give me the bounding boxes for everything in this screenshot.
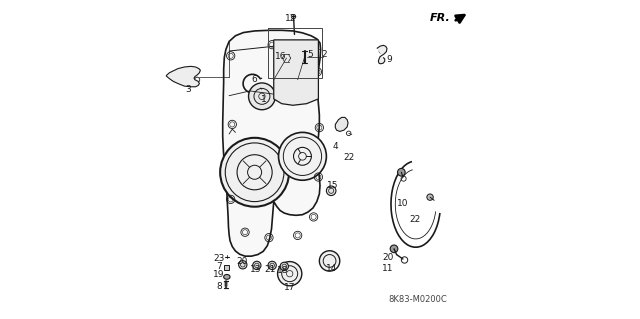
Text: 18: 18	[276, 266, 288, 275]
Text: 6: 6	[251, 75, 257, 84]
Text: 1: 1	[261, 95, 267, 104]
Circle shape	[268, 261, 276, 270]
Circle shape	[253, 261, 261, 270]
Text: 19: 19	[213, 271, 225, 279]
Text: 22: 22	[344, 153, 355, 162]
Text: FR.: FR.	[429, 12, 450, 23]
Circle shape	[390, 245, 398, 253]
Text: 3: 3	[186, 85, 191, 94]
Text: 12: 12	[285, 14, 296, 23]
Text: 20: 20	[382, 253, 394, 262]
Text: 11: 11	[382, 264, 394, 273]
Circle shape	[278, 132, 326, 180]
Polygon shape	[274, 40, 319, 105]
Polygon shape	[166, 66, 200, 87]
Text: 17: 17	[284, 283, 296, 292]
Polygon shape	[223, 30, 321, 256]
Text: 20: 20	[236, 257, 248, 266]
Circle shape	[300, 57, 314, 71]
Text: 15: 15	[327, 181, 339, 189]
Text: 21: 21	[264, 265, 276, 274]
Text: 13: 13	[250, 265, 261, 274]
Text: 10: 10	[397, 199, 408, 208]
Text: 14: 14	[326, 264, 337, 273]
Text: 7: 7	[216, 262, 222, 271]
Text: 2: 2	[321, 50, 326, 59]
Circle shape	[284, 55, 290, 61]
Text: 9: 9	[387, 55, 392, 63]
Text: 5: 5	[307, 50, 313, 59]
Polygon shape	[377, 45, 387, 64]
Bar	[224, 265, 229, 270]
Circle shape	[280, 262, 289, 271]
Circle shape	[319, 251, 340, 271]
Text: 22: 22	[410, 215, 420, 224]
Circle shape	[248, 83, 275, 110]
Polygon shape	[335, 117, 348, 131]
Circle shape	[220, 138, 289, 207]
Text: 8: 8	[216, 282, 221, 291]
Text: 8K83-M0200C: 8K83-M0200C	[388, 295, 447, 304]
Circle shape	[284, 57, 303, 77]
Circle shape	[239, 261, 247, 269]
Circle shape	[427, 194, 433, 200]
Circle shape	[278, 262, 302, 286]
Circle shape	[397, 168, 405, 176]
Text: 23: 23	[214, 254, 225, 263]
Circle shape	[326, 186, 336, 196]
Bar	[268, 28, 322, 78]
Ellipse shape	[223, 274, 230, 279]
Text: 16: 16	[275, 52, 287, 61]
Text: 4: 4	[333, 142, 338, 151]
